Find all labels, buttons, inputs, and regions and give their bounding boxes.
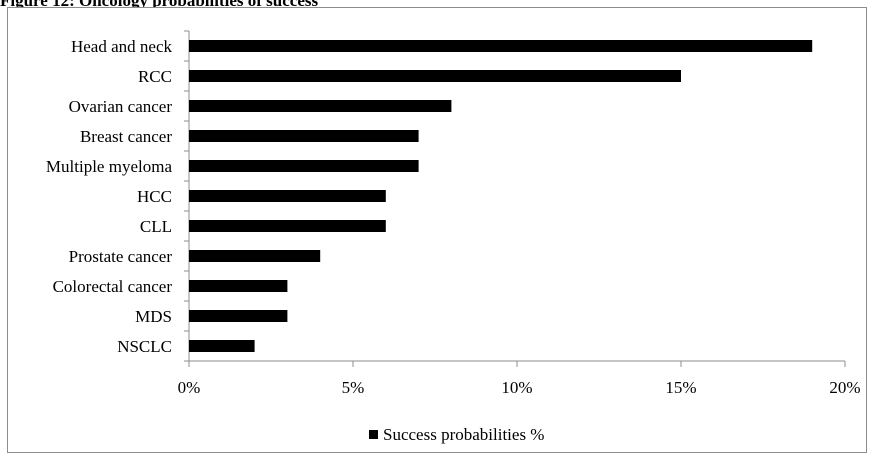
y-tick-label: MDS [135, 307, 172, 326]
y-axis: Head and neck RCC Ovarian cancer Breast can… [46, 30, 190, 362]
y-tick-label: HCC [137, 187, 172, 206]
bar [189, 250, 321, 262]
y-tick-label: Breast cancer [80, 127, 172, 146]
bar [189, 310, 288, 322]
legend-label: Success probabilities % [383, 425, 544, 444]
x-tick-label: 15% [665, 378, 696, 397]
y-tick-label: RCC [138, 67, 172, 86]
bar [189, 40, 813, 52]
y-tick-label: Head and neck [71, 37, 173, 56]
bar [189, 130, 419, 142]
y-tick-label: Colorectal cancer [53, 277, 173, 296]
y-tick-label: NSCLC [117, 337, 172, 356]
bar [189, 280, 288, 292]
bar [189, 220, 386, 232]
bar [189, 190, 386, 202]
bar [189, 160, 419, 172]
x-tick-label: 10% [501, 378, 532, 397]
y-tick-label: Multiple myeloma [46, 157, 173, 176]
bar-series [189, 40, 813, 352]
x-tick-label: 0% [178, 378, 201, 397]
y-tick-label: Ovarian cancer [69, 97, 173, 116]
x-tick-label: 5% [342, 378, 365, 397]
bar [189, 340, 255, 352]
legend-swatch [369, 430, 378, 439]
y-tick-label: Prostate cancer [69, 247, 173, 266]
bar [189, 70, 681, 82]
x-axis: 0% 5% 10% 15% 20% [178, 360, 861, 397]
legend: Success probabilities % [369, 425, 544, 444]
bar [189, 100, 452, 112]
figure-title: Figure 12: Oncology probabilities of suc… [0, 0, 319, 10]
x-tick-label: 20% [829, 378, 860, 397]
y-tick-label: CLL [140, 217, 172, 236]
